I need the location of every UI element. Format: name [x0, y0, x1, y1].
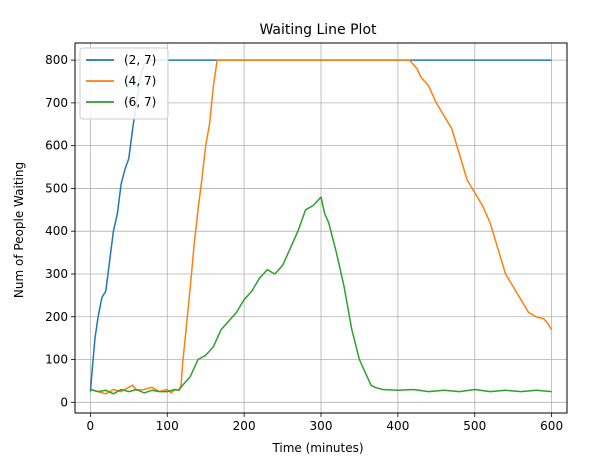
y-tick-label: 700 [45, 96, 68, 110]
chart-title: Waiting Line Plot [259, 22, 377, 38]
y-tick-label: 800 [45, 53, 68, 67]
x-tick-label: 100 [156, 419, 179, 433]
y-tick-label: 400 [45, 224, 68, 238]
legend: (2, 7) (4, 7) (6, 7) [80, 48, 168, 119]
x-tick-label: 400 [386, 419, 409, 433]
x-tick-label: 500 [463, 419, 486, 433]
x-tick-label: 200 [233, 419, 256, 433]
y-tick-label: 500 [45, 181, 68, 195]
y-axis-ticks: 0 100 200 300 400 500 600 700 800 [45, 53, 75, 409]
legend-label: (4, 7) [124, 74, 156, 88]
legend-label: (6, 7) [124, 95, 156, 109]
x-tick-label: 300 [310, 419, 333, 433]
y-axis-label: Num of People Waiting [12, 162, 26, 298]
y-tick-label: 100 [45, 353, 68, 367]
legend-label: (2, 7) [124, 53, 156, 67]
y-tick-label: 600 [45, 139, 68, 153]
x-tick-label: 0 [87, 419, 95, 433]
y-tick-label: 200 [45, 310, 68, 324]
y-tick-label: 300 [45, 267, 68, 281]
x-tick-label: 600 [540, 419, 563, 433]
x-axis-ticks: 0 100 200 300 400 500 600 [87, 413, 564, 433]
x-axis-label: Time (minutes) [271, 441, 363, 455]
y-tick-label: 0 [60, 395, 68, 409]
